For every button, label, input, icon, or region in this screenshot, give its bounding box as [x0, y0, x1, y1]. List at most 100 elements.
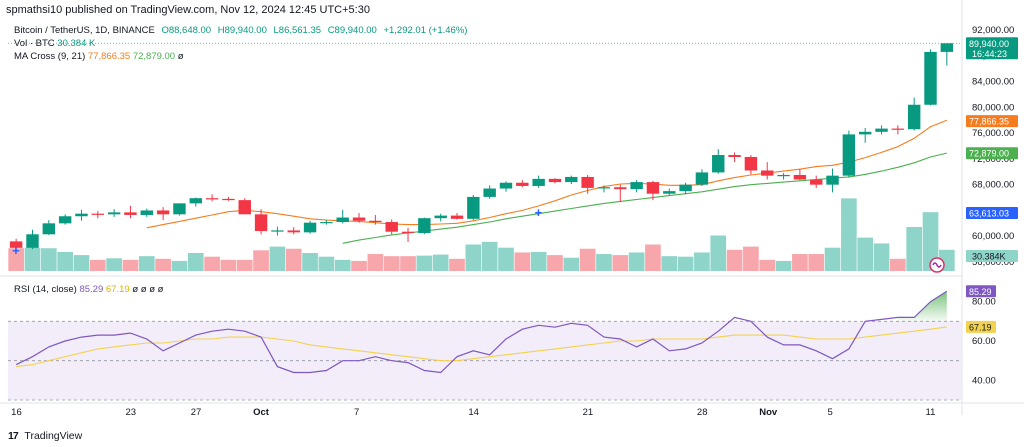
price-tick-label: 68,000.00 — [972, 180, 1014, 191]
candle-up — [303, 222, 317, 233]
volume-bar — [661, 256, 678, 271]
time-tick-label: 28 — [697, 407, 708, 418]
volume-bar — [171, 260, 188, 271]
volume-bar — [857, 237, 874, 271]
rsi-overbought-fill — [897, 291, 947, 322]
volume-bar — [710, 235, 727, 271]
candle-up — [532, 178, 545, 186]
candle-down — [238, 200, 251, 215]
ma-fast-value: 77,866.35 — [87, 51, 131, 62]
rsi-value-tag — [966, 320, 996, 333]
rsi-hide-icons[interactable]: ø ø ø ø — [132, 284, 164, 295]
ohlc-change: +1,292.01 (+1.46%) — [383, 25, 468, 36]
volume-bar — [465, 244, 482, 271]
volume-bar — [285, 248, 302, 271]
ohlc-open: O88,648.00 — [161, 25, 212, 36]
volume-bar — [808, 254, 825, 271]
ma-label[interactable]: MA Cross (9, 21) — [14, 51, 86, 62]
volume-bar — [824, 247, 841, 271]
candle-up — [140, 210, 153, 215]
candle-up — [42, 223, 56, 235]
rsi-tick-label: 80.00 — [972, 297, 996, 308]
volume-bar — [775, 260, 792, 271]
rsi-value: 85.29 — [79, 284, 104, 295]
candle-up — [26, 234, 39, 248]
volume-bar — [106, 258, 122, 271]
ma-legend: MA Cross (9, 21) 77,866.35 72,879.00 ø — [14, 51, 184, 62]
volume-bar — [73, 255, 90, 271]
candle-down — [254, 214, 268, 232]
candle-up — [842, 134, 856, 176]
volume-bar — [726, 249, 743, 271]
volume-bar — [596, 254, 612, 271]
symbol-legend: Bitcoin / TetherUS, 1D, BINANCE O88,648.… — [14, 25, 471, 36]
volume-value: 30.384 K — [57, 38, 96, 49]
candle-up — [467, 196, 480, 219]
price-tag-label: 72,879.00 — [969, 149, 1009, 159]
volume-bar — [514, 252, 531, 271]
volume-bar — [236, 259, 253, 271]
candle-down — [124, 212, 137, 215]
candle-down — [891, 128, 905, 130]
volume-bar — [351, 260, 367, 271]
alert-badge-glyph — [932, 262, 942, 268]
candle-down — [369, 220, 382, 223]
candle-down — [352, 217, 366, 221]
candle-up — [173, 203, 186, 215]
candle-up — [679, 184, 692, 192]
price-tag — [966, 115, 1018, 128]
symbol-title[interactable]: Bitcoin / TetherUS, 1D, BINANCE — [14, 25, 155, 36]
volume-bar — [449, 258, 465, 271]
rsi-label[interactable]: RSI (14, close) — [14, 284, 77, 295]
candle-down — [91, 213, 105, 215]
time-tick-label: 5 — [828, 407, 833, 418]
tradingview-brand[interactable]: TradingView — [24, 430, 83, 442]
volume-bar — [40, 248, 57, 271]
candle-up — [565, 176, 578, 183]
candle-down — [646, 182, 660, 194]
volume-bar — [563, 257, 580, 271]
ma-hide-icon[interactable]: ø — [177, 51, 184, 62]
price-tag — [966, 37, 1018, 60]
time-tick-label: Oct — [253, 407, 270, 418]
price-tag-label: 63,613.03 — [969, 208, 1009, 218]
volume-bar — [89, 259, 106, 271]
candle-down — [9, 241, 23, 248]
volume-bar — [547, 255, 563, 271]
candle-down — [222, 198, 235, 201]
ma-slow-line — [342, 152, 947, 244]
ohlc-close: C89,940.00 — [327, 25, 377, 36]
price-tick-label: 92,000.00 — [972, 25, 1014, 36]
candle-up — [597, 187, 611, 189]
volume-tag-label: 30.384K — [972, 252, 1006, 262]
time-tick-label: 14 — [468, 407, 479, 418]
volume-bar — [334, 259, 351, 271]
rsi-tick-label: 60.00 — [972, 336, 996, 347]
volume-tag — [966, 250, 1018, 262]
rsi-ma-line — [16, 326, 947, 368]
candle-up — [418, 218, 431, 233]
candle-up — [695, 172, 709, 185]
price-tag-label: 77,866.35 — [969, 117, 1009, 127]
candle-down — [744, 156, 758, 171]
volume-bar — [204, 256, 220, 271]
candle-up — [107, 212, 121, 215]
price-tick-label: 80,000.00 — [972, 102, 1014, 113]
volume-bar — [269, 246, 286, 271]
rsi-value-tag-label: 67.19 — [969, 322, 992, 332]
candle-up — [483, 188, 496, 197]
price-tick-label: 56,000.00 — [972, 257, 1014, 268]
volume-label[interactable]: Vol · BTC — [14, 38, 55, 49]
candle-up — [499, 182, 513, 189]
price-tag — [966, 147, 1018, 160]
candle-down — [761, 170, 774, 176]
publisher-line: spmathsi10 published on TradingView.com,… — [6, 4, 370, 16]
volume-bar — [253, 250, 269, 271]
volume-bar — [432, 254, 449, 271]
volume-bar — [579, 248, 596, 271]
volume-bar — [645, 244, 661, 271]
candle-down — [287, 230, 300, 233]
volume-bar — [383, 256, 400, 271]
volume-bar — [367, 254, 384, 271]
